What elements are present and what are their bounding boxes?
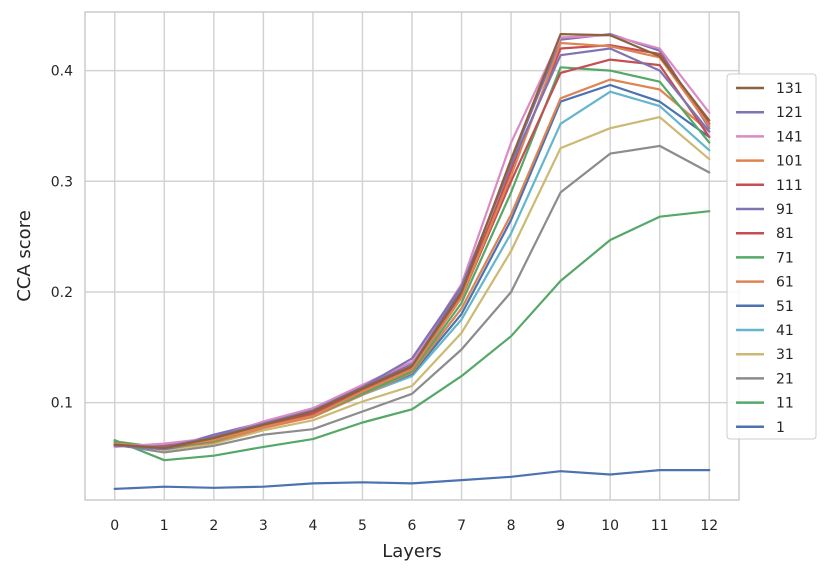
x-tick-label: 8 (507, 518, 516, 534)
x-tick-label: 5 (358, 518, 367, 534)
x-tick-label: 2 (209, 518, 218, 534)
x-tick-label: 6 (408, 518, 417, 534)
x-tick-label: 4 (308, 518, 317, 534)
legend-label: 51 (776, 299, 794, 315)
x-tick-label: 12 (700, 518, 718, 534)
legend-item: 141 (736, 129, 803, 145)
legend-item: 121 (736, 105, 803, 121)
x-tick-label: 1 (160, 518, 169, 534)
legend-label: 1 (776, 420, 785, 436)
legend-label: 41 (776, 323, 794, 339)
x-tick-label: 10 (601, 518, 619, 534)
legend-label: 111 (776, 178, 803, 194)
legend-label: 71 (776, 250, 794, 266)
legend-item: 11 (736, 396, 794, 412)
legend-item: 71 (736, 250, 794, 266)
legend-item: 131 (736, 81, 803, 97)
legend-item: 91 (736, 202, 794, 218)
x-tick-label: 9 (556, 518, 565, 534)
legend-item: 1 (736, 420, 785, 436)
series-line-101 (113, 41, 711, 448)
legend-item: 111 (736, 178, 803, 194)
x-axis-label: Layers (382, 541, 442, 562)
series-lines (113, 32, 711, 490)
grid-lines (85, 12, 739, 500)
y-tick-label: 0.4 (51, 64, 73, 80)
legend-label: 101 (776, 154, 803, 170)
x-tick-label: 3 (259, 518, 268, 534)
x-axis-ticks: 0 1 2 3 4 5 6 7 8 9 10 11 12 (110, 518, 718, 534)
legend-label: 91 (776, 202, 794, 218)
legend-item: 21 (736, 371, 794, 387)
legend-item: 51 (736, 299, 794, 315)
y-axis-label: CCA score (14, 210, 35, 302)
legend-label: 21 (776, 371, 794, 387)
legend-item: 101 (736, 154, 803, 170)
series-line-11 (113, 210, 711, 462)
legend-label: 81 (776, 226, 794, 242)
legend-label: 141 (776, 129, 803, 145)
series-line-71 (113, 66, 711, 450)
x-tick-label: 7 (457, 518, 466, 534)
legend-item: 31 (736, 347, 794, 363)
legend-label: 121 (776, 105, 803, 121)
y-tick-label: 0.3 (51, 174, 73, 190)
series-line-131 (113, 32, 711, 450)
legend-label: 11 (776, 396, 794, 412)
legend-item: 41 (736, 323, 794, 339)
x-tick-label: 0 (110, 518, 119, 534)
series-line-21 (113, 144, 711, 454)
y-tick-label: 0.2 (51, 285, 73, 301)
y-tick-label: 0.1 (51, 396, 73, 412)
legend-label: 31 (776, 347, 794, 363)
x-tick-label: 11 (651, 518, 669, 534)
legend-item: 81 (736, 226, 794, 242)
legend-label: 131 (776, 81, 803, 97)
legend-item: 61 (736, 275, 794, 291)
legend-label: 61 (776, 275, 794, 291)
legend-box (726, 73, 817, 440)
y-axis-ticks: 0.1 0.2 0.3 0.4 (51, 64, 73, 412)
series-line-1 (113, 469, 711, 490)
